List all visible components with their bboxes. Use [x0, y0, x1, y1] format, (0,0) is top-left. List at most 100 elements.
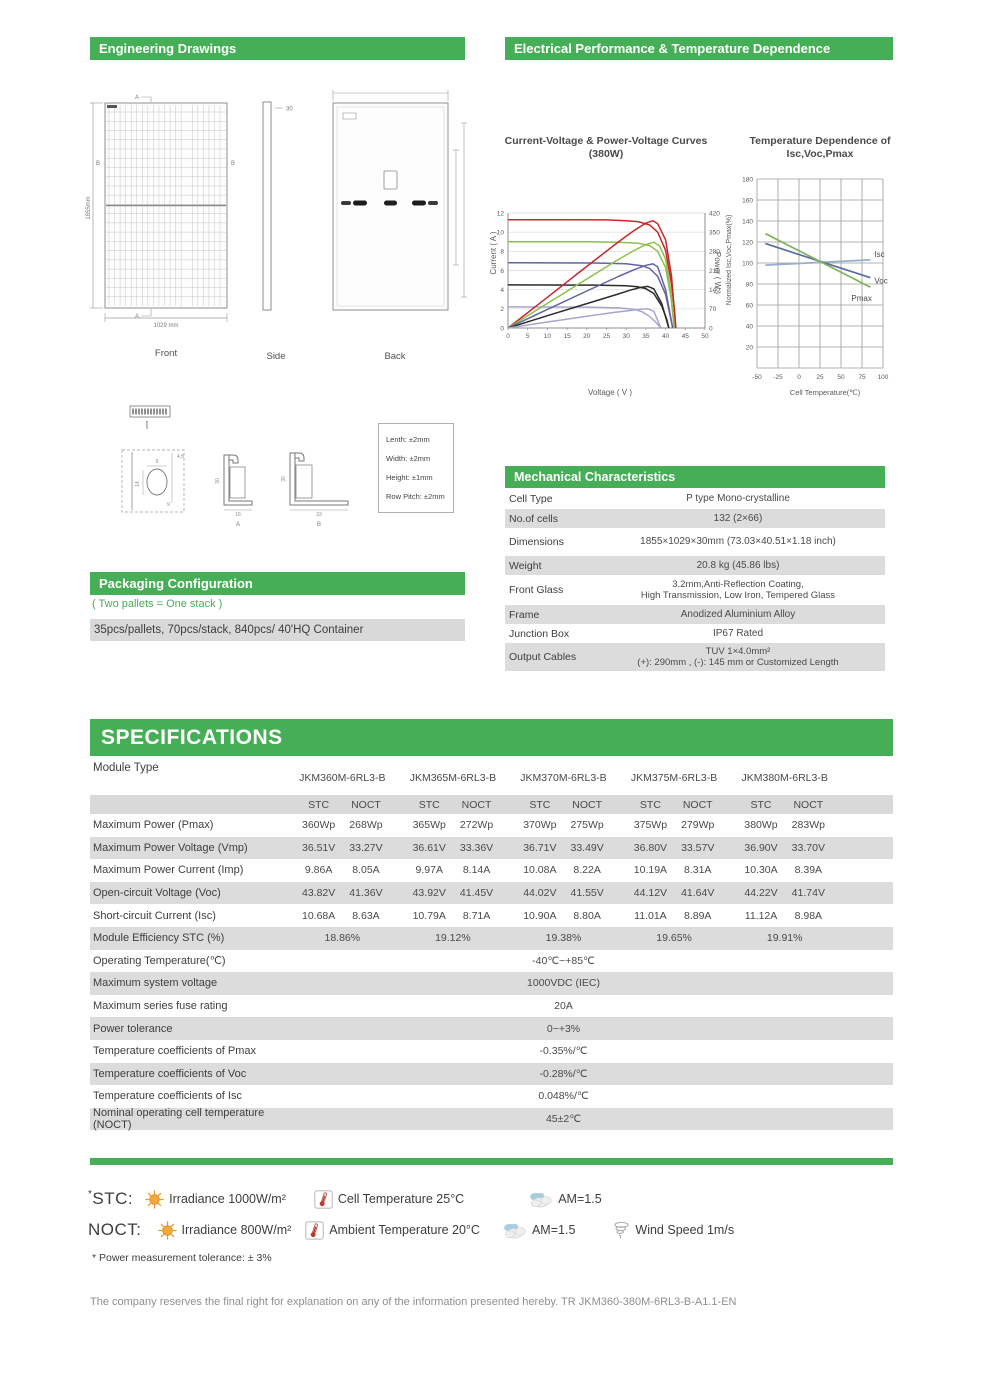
- svg-text:60: 60: [746, 302, 754, 309]
- green-separator: [90, 1158, 893, 1165]
- svg-text:100: 100: [878, 374, 889, 381]
- noct-value: 279Wp: [681, 819, 715, 832]
- svg-text:10: 10: [497, 229, 505, 236]
- front-height-dim: 1855mm: [86, 196, 92, 219]
- module-column: 10.90A 8.80A: [508, 910, 619, 922]
- spec-row-label: Nominal operating cell temperature (NOCT…: [93, 1107, 265, 1132]
- noct-value: 8.39A: [794, 864, 823, 877]
- module-names: JKM360M-6RL3-B JKM365M-6RL3-B JKM370M-6R…: [280, 757, 893, 784]
- stc-value: 44.12V: [633, 887, 668, 900]
- mech-row: Frame Anodized Aluminium Alloy: [505, 605, 885, 624]
- module-column: 19.12%: [398, 932, 509, 944]
- mech-row: Weight 20.8 kg (45.86 lbs): [505, 556, 885, 575]
- noct-value: 33.70V: [791, 841, 825, 854]
- spec-row-label: Maximum series fuse rating: [93, 1000, 228, 1013]
- detail-dim-14: 14: [135, 481, 141, 487]
- stc-value: 9.97A: [415, 864, 443, 877]
- module-value: 19.65%: [656, 932, 692, 945]
- front-view-cell-grid: [106, 104, 226, 307]
- mech-row: Junction Box IP67 Rated: [505, 624, 885, 643]
- mech-row: Dimensions 1855×1029×30mm (73.03×40.51×1.…: [505, 528, 885, 556]
- stc-value: 36.80V: [633, 841, 668, 854]
- spec-row: Temperature coefficients of Voc -0.28%/℃: [90, 1062, 893, 1086]
- spec-row-label: Short-circuit Current (Isc): [93, 909, 216, 922]
- mechanical-characteristics-table: Cell Type P type Mono-crystalline No.of ce…: [505, 489, 885, 671]
- noct-conditions-row: NOCT: Irradiance 800W/m² Ambient Tempera…: [88, 1217, 734, 1243]
- svg-text:210: 210: [709, 268, 720, 275]
- temp-line-pmax: [765, 232, 871, 288]
- module-column: 44.02V 41.55V: [508, 887, 619, 899]
- spec-row-values: 36.51V 33.27V 36.61V 33.36V 36.71V 33.49V 36.8…: [280, 842, 893, 854]
- mech-row: No.of cells 132 (2×66): [505, 509, 885, 528]
- stc-label: STC: [639, 798, 661, 811]
- module-name: JKM375M-6RL3-B: [630, 772, 718, 784]
- iv-xaxis-label: Voltage ( V ): [587, 388, 633, 397]
- noct-value: 33.49V: [570, 841, 604, 854]
- spec-row: Maximum system voltage 1000VDC (IEC): [90, 972, 893, 995]
- module-name: JKM365M-6RL3-B: [409, 772, 497, 784]
- spec-row-values: -0.35%/℃: [280, 1045, 893, 1057]
- module-column: 10.79A 8.71A: [398, 910, 509, 922]
- stc-value: 36.90V: [744, 841, 778, 854]
- tornado-icon: [614, 1221, 630, 1239]
- svg-text:80: 80: [746, 281, 754, 288]
- sun-icon: [145, 1189, 164, 1209]
- stc-cell-temperature: Cell Temperature 25°C: [314, 1189, 464, 1209]
- module-column: 380Wp 283Wp: [729, 819, 840, 831]
- specifications-title: SPECIFICATIONS: [101, 725, 283, 749]
- iv-curve: [507, 219, 677, 329]
- detail-dim-4-5: 4.5: [177, 454, 184, 460]
- noct-value: 41.55V: [570, 887, 604, 900]
- spec-row-label: Maximum Power Voltage (Vmp): [93, 841, 248, 854]
- module-column: 43.82V 41.36V: [287, 887, 398, 899]
- series-label-pmax: Pmax: [851, 294, 871, 303]
- mech-row: Cell Type P type Mono-crystalline: [505, 489, 885, 509]
- temp-xaxis-label: Cell Temperature(℃): [789, 388, 861, 397]
- iv-curve: [507, 306, 662, 329]
- spec-row-label: Maximum Power (Pmax): [93, 819, 214, 832]
- spec-row-values: 9.86A 8.05A 9.97A 8.14A 10.08A 8.22A 10.19A 8.3…: [280, 864, 893, 876]
- spec-row: Module Efficiency STC (%) 18.86% 19.12% 19.…: [90, 926, 893, 950]
- svg-text:140: 140: [742, 218, 753, 225]
- section-marker-a-bottom: A: [135, 314, 139, 320]
- packaging-configuration-title: Packaging Configuration: [99, 576, 253, 591]
- spec-row: Power tolerance 0~+3%: [90, 1017, 893, 1040]
- spec-row-label: Power tolerance: [93, 1022, 173, 1035]
- spec-row: Temperature coefficients of Pmax -0.35%/℃: [90, 1040, 893, 1063]
- noct-value: 268Wp: [349, 819, 383, 832]
- power-tolerance-note: * Power measurement tolerance: ± 3%: [92, 1252, 272, 1264]
- spec-row-values: 10.68A 8.63A 10.79A 8.71A 10.90A 8.80A 11.01A 8…: [280, 910, 893, 922]
- module-column: 36.61V 33.36V: [398, 842, 509, 854]
- profile-b-width: 33: [316, 512, 322, 518]
- electrical-performance-header: Electrical Performance & Temperature Dep…: [505, 37, 893, 60]
- module-column: 375Wp 279Wp: [619, 819, 730, 831]
- stc-value: 10.19A: [633, 864, 668, 877]
- module-column: 43.92V 41.45V: [398, 887, 509, 899]
- mech-row: Output Cables TUV 1×4.0mm² (+): 290mm , (…: [505, 643, 885, 671]
- iv-chart-title: Current-Voltage & Power-Voltage Curves (…: [504, 135, 708, 160]
- stc-value: 10.90A: [523, 909, 557, 922]
- spec-row-label: Temperature coefficients of Isc: [93, 1090, 242, 1103]
- stc-conditions-row: *STC: Irradiance 1000W/m² Cell Temperatu…: [88, 1186, 602, 1212]
- stc-value: 370Wp: [523, 819, 557, 832]
- noct-value: 8.89A: [684, 909, 712, 922]
- electrical-performance-title: Electrical Performance & Temperature Dep…: [514, 41, 831, 56]
- stc-value: 380Wp: [744, 819, 778, 832]
- svg-text:12: 12: [497, 210, 505, 217]
- svg-text:0: 0: [500, 325, 504, 332]
- noct-value: 33.36V: [459, 841, 494, 854]
- spec-row-values: 0.048%/℃: [280, 1090, 893, 1102]
- mechanical-characteristics-header: Mechanical Characteristics: [505, 466, 885, 488]
- packaging-note: ( Two pallets = One stack ): [92, 598, 223, 610]
- spec-row: Operating Temperature(℃) -40℃~+85℃: [90, 950, 893, 973]
- packaging-detail-bar: 35pcs/pallets, 70pcs/stack, 840pcs/ 40'H…: [90, 619, 465, 641]
- mech-row-value: 132 (2×66): [713, 512, 763, 524]
- detail-dim-9: 9: [156, 459, 159, 465]
- spec-row: Nominal operating cell temperature (NOCT…: [90, 1107, 893, 1132]
- shared-value: 0.048%/℃: [538, 1090, 589, 1103]
- stc-value: 375Wp: [633, 819, 668, 832]
- noct-ambient-temperature: Ambient Temperature 20°C: [305, 1220, 480, 1240]
- module-column: 11.12A 8.98A: [729, 910, 840, 922]
- tolerance-height: Height: ±1mm: [386, 473, 433, 482]
